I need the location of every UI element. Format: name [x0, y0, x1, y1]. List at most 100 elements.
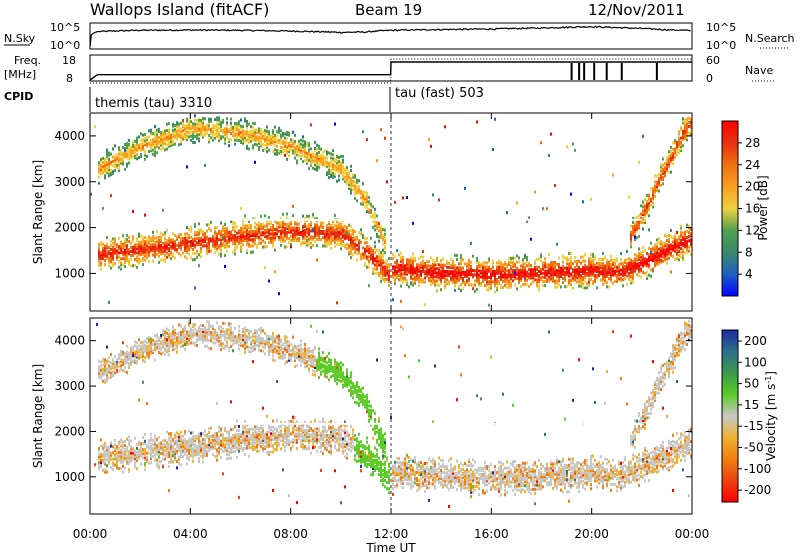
echo-cell — [124, 151, 126, 155]
echo-cell — [650, 197, 652, 201]
echo-cell — [376, 271, 378, 275]
echo-cell — [294, 230, 296, 234]
echo-cell — [168, 446, 170, 450]
echo-cell — [228, 138, 230, 141]
echo-cell — [162, 341, 164, 345]
echo-cell — [192, 329, 194, 333]
echo-cell — [296, 222, 298, 226]
echo-cell — [198, 222, 200, 226]
echo-cell — [136, 157, 138, 161]
echo-cell — [408, 268, 410, 272]
echo-cell — [120, 440, 122, 444]
echo-cell — [688, 235, 690, 239]
echo-cell — [682, 250, 684, 254]
echo-cell — [666, 158, 668, 162]
nave-spikes — [570, 63, 658, 80]
echo-cell — [634, 223, 636, 227]
echo-cell — [302, 139, 304, 143]
echo-cell — [98, 465, 100, 469]
echo-cell — [578, 274, 580, 278]
echo-cell — [554, 267, 556, 271]
echo-cell — [394, 265, 396, 269]
echo-cell — [340, 239, 342, 242]
echo-cell — [550, 269, 552, 273]
echo-cell — [184, 136, 186, 140]
echo-cell — [672, 141, 674, 145]
echo-cell — [146, 237, 148, 241]
echo-cell — [398, 269, 400, 273]
echo-cell — [136, 457, 138, 460]
echo-cell — [652, 197, 654, 201]
echo-cell — [112, 366, 114, 370]
echo-cell — [428, 268, 430, 272]
echo-cell — [178, 235, 180, 239]
echo-cell — [382, 255, 384, 259]
echo-cell — [610, 279, 612, 283]
echo-cell — [154, 145, 156, 149]
echo-cell — [146, 457, 148, 461]
echo-cell — [348, 246, 350, 250]
echo-cell — [548, 269, 550, 273]
echo-cell — [308, 241, 310, 245]
echo-cell — [656, 254, 658, 258]
echo-cell — [232, 236, 234, 240]
echo-cell — [328, 236, 330, 240]
echo-cell — [114, 237, 116, 241]
echo-cell — [440, 269, 442, 273]
echo-cell — [336, 179, 338, 183]
echo-cell — [482, 271, 484, 275]
echo-cell — [180, 436, 182, 440]
echo-cell — [124, 143, 126, 146]
nsky-panel — [89, 22, 693, 50]
echo-cell — [418, 263, 420, 267]
echo-cell — [190, 126, 192, 130]
echo-cell — [462, 276, 464, 280]
echo-cell — [104, 159, 106, 163]
echo-cell — [140, 351, 142, 355]
echo-cell — [688, 249, 690, 253]
echo-cell — [106, 167, 108, 171]
echo-cell — [380, 259, 382, 263]
echo-cell — [144, 456, 146, 460]
echo-cell — [292, 232, 294, 236]
echo-cell — [432, 273, 434, 276]
echo-cell — [574, 255, 576, 259]
echo-cell — [684, 130, 686, 134]
echo-cell — [508, 256, 510, 260]
echo-cell — [346, 228, 348, 232]
noise-cell — [336, 301, 338, 305]
echo-cell — [224, 227, 226, 231]
echo-cell — [406, 278, 408, 282]
echo-cell — [190, 327, 192, 331]
echo-cell — [160, 231, 162, 235]
echo-cell — [406, 270, 408, 274]
echo-cell — [158, 444, 160, 447]
echo-cell — [166, 340, 168, 343]
echo-cell — [644, 249, 646, 253]
echo-cell — [220, 242, 222, 246]
echo-cell — [192, 258, 194, 262]
echo-cell — [298, 230, 300, 234]
echo-cell — [690, 242, 692, 246]
echo-cell — [144, 240, 146, 244]
echo-cell — [176, 344, 178, 348]
echo-cell — [248, 122, 250, 126]
echo-cell — [218, 132, 220, 136]
echo-cell — [674, 241, 676, 245]
echo-cell — [250, 238, 252, 242]
echo-cell — [116, 463, 118, 467]
echo-cell — [308, 223, 310, 227]
echo-cell — [286, 145, 288, 149]
echo-cell — [602, 268, 604, 272]
echo-cell — [156, 444, 158, 448]
echo-cell — [180, 243, 182, 247]
echo-cell — [238, 241, 240, 245]
echo-cell — [438, 269, 440, 273]
echo-cell — [528, 262, 530, 266]
echo-cell — [186, 242, 188, 246]
echo-cell — [138, 452, 140, 456]
echo-cell — [680, 242, 682, 246]
echo-cell — [542, 271, 544, 275]
echo-cell — [466, 268, 468, 272]
echo-cell — [194, 237, 196, 241]
